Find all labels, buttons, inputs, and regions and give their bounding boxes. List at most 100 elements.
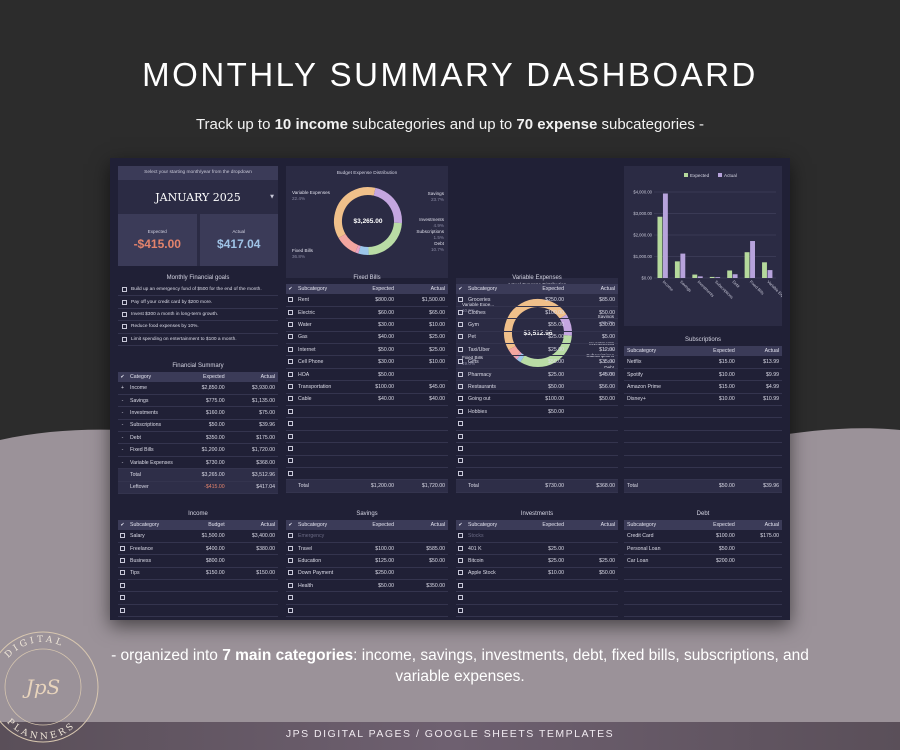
row-checkbox[interactable] [458,359,463,365]
month-dropdown[interactable]: JANUARY 2025 ▼ [118,180,278,214]
row-checkbox[interactable] [288,570,293,576]
table-row [624,455,782,469]
row-checkbox[interactable] [120,595,125,601]
row-checkbox[interactable] [122,299,127,305]
row-checkbox[interactable] [288,346,293,352]
row-checkbox[interactable] [458,346,463,352]
table-cell [693,455,738,469]
row-checkbox[interactable] [288,297,293,303]
table-cell [567,467,618,481]
row-checkbox[interactable] [458,421,463,427]
row-checkbox[interactable] [288,322,293,328]
row-checkbox[interactable] [458,558,463,564]
x-tick-label: Savings [679,279,693,293]
table-cell: $100.00 [693,530,738,543]
total-cell: Total [465,479,516,493]
total-cell: $368.00 [567,479,618,493]
row-checkbox[interactable] [120,607,125,613]
row-checkbox[interactable] [458,582,463,588]
bar-chart-card: Expected Actual $0.00 $1,000.00 $2,000.00 $3,… [624,166,790,326]
row-checkbox[interactable] [288,582,293,588]
table-cell [567,530,618,543]
row-checkbox[interactable] [288,408,293,414]
table-cell [737,604,782,618]
row-checkbox[interactable] [120,558,125,564]
row-checkbox[interactable] [458,297,463,303]
table-cell [516,455,567,468]
row-checkbox[interactable] [288,446,293,451]
row-checkbox[interactable] [288,533,293,539]
row-checkbox[interactable] [122,336,127,342]
row-checkbox[interactable] [288,558,293,564]
row-checkbox[interactable] [120,582,125,588]
table-cell: $730.00 [177,456,228,470]
table-cell: Credit Card [624,530,694,543]
financial-summary-table: ✔ Category Expected Actual + Income $2,850.00 $… [118,372,278,495]
row-checkbox[interactable] [458,384,463,390]
row-checkbox[interactable] [288,545,293,551]
x-tick-label: Income [662,279,675,292]
row-checkbox[interactable] [122,311,127,317]
table-cell: $12.00 [567,343,618,357]
row-checkbox[interactable] [458,334,463,340]
table-cell: $200.00 [693,554,738,568]
row-checkbox[interactable] [288,595,293,601]
row-checkbox[interactable] [288,371,293,377]
row-checkbox[interactable] [120,533,125,539]
row-checkbox[interactable] [458,433,463,439]
table-cell: $25.00 [397,331,448,345]
row-checkbox[interactable] [122,324,127,330]
table-cell [693,405,738,419]
row-checkbox[interactable] [458,470,463,476]
table-cell: Education [295,554,346,568]
checkbox-cell [286,604,295,618]
row-checkbox[interactable] [120,570,125,576]
row-checkbox[interactable] [458,545,463,551]
total-row: Total $50.00 $39.96 [624,479,782,493]
bar-actual [732,274,738,278]
table-row: Salary $1,500.00 $3,400.00 [118,530,278,543]
row-checkbox[interactable] [458,322,463,328]
table-cell: $9.99 [737,368,782,382]
checkbox-cell [286,355,295,369]
column-header: Subcategory [295,284,346,294]
table-cell: $250.00 [346,567,397,581]
row-checkbox[interactable] [458,458,463,464]
row-checkbox[interactable] [288,384,293,390]
investments-table: ✔ Subcategory Expected Actual Stocks 401 K $25… [456,520,618,618]
table-cell [397,442,448,456]
row-checkbox[interactable] [458,570,463,576]
goal-text: Build up an emergency fund of $500 for t… [131,287,262,293]
row-checkbox[interactable] [458,396,463,402]
checkbox-cell [286,579,295,593]
row-checkbox[interactable] [458,408,463,414]
table-row [624,591,782,605]
table-cell: Amazon Prime [624,380,694,394]
row-checkbox[interactable] [288,607,293,613]
table-row: Taxi/Uber $25.00 $12.00 [456,343,618,357]
row-checkbox[interactable] [458,446,463,451]
row-checkbox[interactable] [120,545,125,551]
row-checkbox[interactable] [458,595,463,601]
checkbox-cell [286,331,295,345]
row-checkbox[interactable] [458,309,463,315]
table-cell [346,430,397,444]
row-checkbox[interactable] [458,371,463,377]
row-checkbox[interactable] [458,607,463,613]
row-checkbox[interactable] [288,470,293,476]
row-checkbox[interactable] [288,433,293,439]
table-row: Credit Card $100.00 $175.00 [624,530,782,543]
row-checkbox[interactable] [288,421,293,427]
checkbox-cell [286,530,295,543]
row-checkbox[interactable] [288,458,293,464]
row-checkbox[interactable] [288,396,293,402]
row-checkbox[interactable] [288,359,293,365]
row-checkbox[interactable] [458,533,463,539]
goal-item: Invest $300 a month in long-term growth. [118,309,278,322]
summary-row: - Savings $775.00 $1,135.00 [118,394,278,408]
table-cell: Going out [465,393,516,407]
row-checkbox[interactable] [288,334,293,340]
table-cell: $585.00 [397,542,448,556]
row-checkbox[interactable] [288,309,293,315]
row-checkbox[interactable] [122,287,127,293]
